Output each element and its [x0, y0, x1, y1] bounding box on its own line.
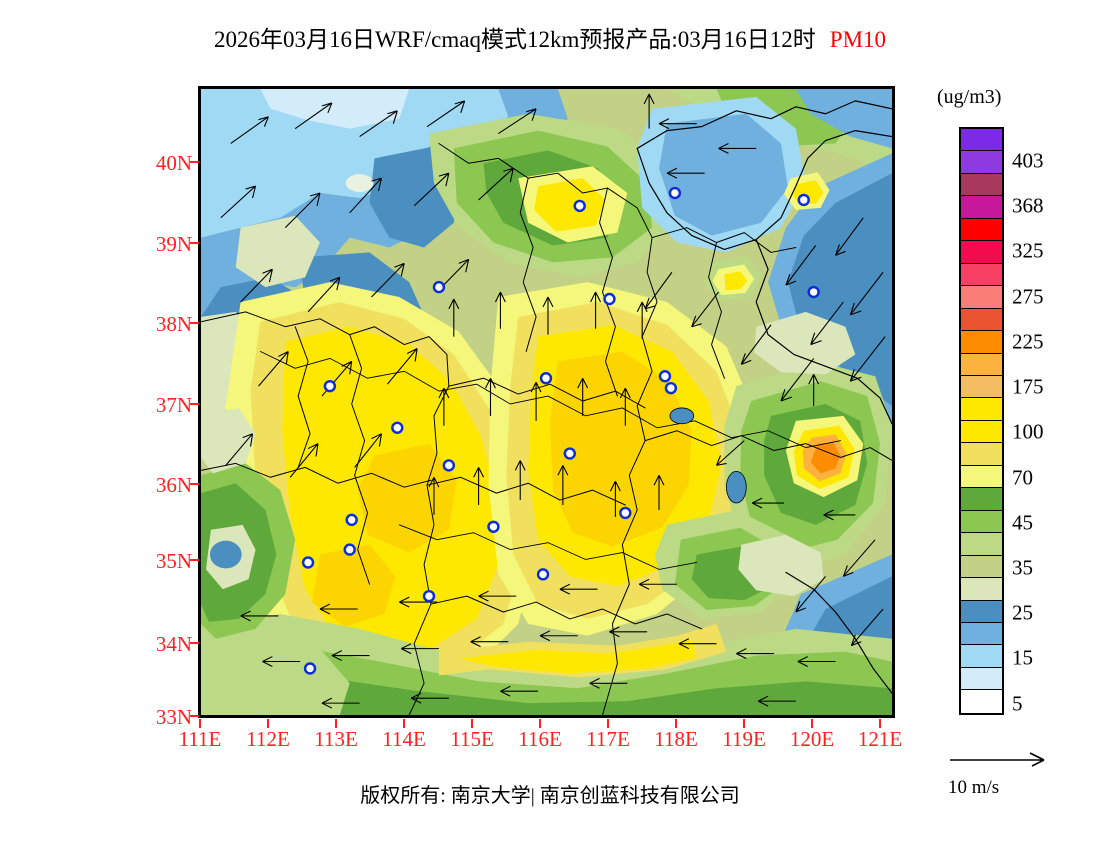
- y-tick-35N: [190, 559, 199, 561]
- colorbar-cell-4: [961, 218, 1002, 242]
- x-tick-118E: [675, 719, 677, 728]
- colorbar-cell-13: [961, 420, 1002, 444]
- y-tick-40N: [190, 161, 199, 163]
- x-tick-114E: [403, 719, 405, 728]
- colorbar-cell-16: [961, 488, 1002, 511]
- x-axis-label-119E: 119E: [722, 727, 766, 751]
- map-plot-area[interactable]: [198, 86, 895, 718]
- x-tick-116E: [539, 719, 541, 728]
- colorbar-label-368: 368: [1012, 193, 1044, 218]
- x-axis-label-114E: 114E: [382, 727, 426, 751]
- colorbar-cell-14: [961, 443, 1002, 466]
- wind-arrow-icon: [950, 752, 1045, 767]
- colorbar-label-100: 100: [1012, 419, 1044, 444]
- y-tick-38N: [190, 322, 199, 324]
- colorbar-cell-23: [961, 645, 1002, 668]
- y-axis-label-34N: 34N: [155, 632, 192, 656]
- y-axis-label-35N: 35N: [155, 549, 192, 573]
- x-axis-label-116E: 116E: [518, 727, 562, 751]
- colorbar-cell-18: [961, 533, 1002, 556]
- map-overlay-layer: [201, 89, 892, 715]
- colorbar-cell-6: [961, 263, 1002, 287]
- y-tick-34N: [190, 642, 199, 644]
- colorbar-cell-11: [961, 375, 1002, 399]
- y-tick-37N: [190, 403, 199, 405]
- colorbar-cell-20: [961, 578, 1002, 601]
- colorbar-label-25: 25: [1012, 600, 1033, 625]
- title-pollutant-label: PM10: [829, 27, 887, 52]
- colorbar-cell-22: [961, 622, 1002, 646]
- colorbar-label-35: 35: [1012, 555, 1033, 580]
- colorbar-cell-15: [961, 465, 1002, 489]
- x-axis-label-113E: 113E: [314, 727, 358, 751]
- colorbar[interactable]: [959, 127, 1004, 715]
- city-markers: [301, 186, 820, 675]
- x-tick-112E: [267, 719, 269, 728]
- y-axis-label-39N: 39N: [155, 232, 192, 256]
- colorbar-cell-17: [961, 510, 1002, 534]
- y-axis-label-38N: 38N: [155, 312, 192, 336]
- x-tick-117E: [607, 719, 609, 728]
- x-axis-label-111E: 111E: [178, 727, 222, 751]
- x-tick-121E: [879, 719, 881, 728]
- x-axis-label-117E: 117E: [586, 727, 630, 751]
- colorbar-cell-10: [961, 353, 1002, 376]
- x-tick-119E: [743, 719, 745, 728]
- y-tick-36N: [190, 483, 199, 485]
- colorbar-label-325: 325: [1012, 238, 1044, 263]
- wind-scale-legend: 10 m/s: [948, 748, 1078, 799]
- x-axis-label-112E: 112E: [246, 727, 290, 751]
- y-axis-label-33N: 33N: [155, 705, 192, 729]
- colorbar-cell-0: [961, 129, 1002, 152]
- y-axis-label-40N: 40N: [155, 151, 192, 175]
- x-tick-120E: [811, 719, 813, 728]
- colorbar-cell-9: [961, 331, 1002, 354]
- wind-vectors: [220, 93, 886, 709]
- colorbar-cell-3: [961, 196, 1002, 219]
- colorbar-cell-8: [961, 308, 1002, 332]
- y-axis-label-37N: 37N: [155, 393, 192, 417]
- y-axis-label-36N: 36N: [155, 473, 192, 497]
- colorbar-label-175: 175: [1012, 374, 1044, 399]
- x-axis-label-115E: 115E: [450, 727, 494, 751]
- colorbar-cell-24: [961, 667, 1002, 691]
- colorbar-label-403: 403: [1012, 148, 1044, 173]
- y-tick-39N: [190, 242, 199, 244]
- copyright-notice: 版权所有: 南京大学| 南京创蓝科技有限公司: [360, 785, 740, 807]
- title-main-text: 2026年03月16日WRF/cmaq模式12km预报产品:03月16日12时: [213, 27, 816, 52]
- colorbar-label-225: 225: [1012, 329, 1044, 354]
- colorbar-cell-21: [961, 600, 1002, 623]
- colorbar-label-275: 275: [1012, 284, 1044, 309]
- colorbar-cell-5: [961, 241, 1002, 264]
- colorbar-cell-2: [961, 173, 1002, 197]
- colorbar-label-45: 45: [1012, 510, 1033, 535]
- colorbar-label-15: 15: [1012, 645, 1033, 670]
- x-tick-115E: [471, 719, 473, 728]
- colorbar-cell-7: [961, 286, 1002, 309]
- colorbar-label-70: 70: [1012, 465, 1033, 490]
- x-axis-label-118E: 118E: [654, 727, 698, 751]
- colorbar-label-5: 5: [1012, 691, 1023, 716]
- y-tick-33N: [190, 715, 199, 717]
- x-tick-111E: [199, 719, 201, 728]
- page-title: 2026年03月16日WRF/cmaq模式12km预报产品:03月16日12时 P…: [0, 20, 1100, 54]
- x-axis-label-121E: 121E: [857, 727, 903, 751]
- colorbar-cell-12: [961, 398, 1002, 421]
- wind-scale-label: 10 m/s: [948, 777, 1000, 798]
- colorbar-cell-19: [961, 555, 1002, 579]
- x-axis-label-120E: 120E: [789, 727, 835, 751]
- colorbar-units-label: (ug/m3): [937, 86, 1002, 108]
- x-tick-113E: [335, 719, 337, 728]
- colorbar-cell-1: [961, 151, 1002, 174]
- colorbar-cell-25: [961, 690, 1002, 713]
